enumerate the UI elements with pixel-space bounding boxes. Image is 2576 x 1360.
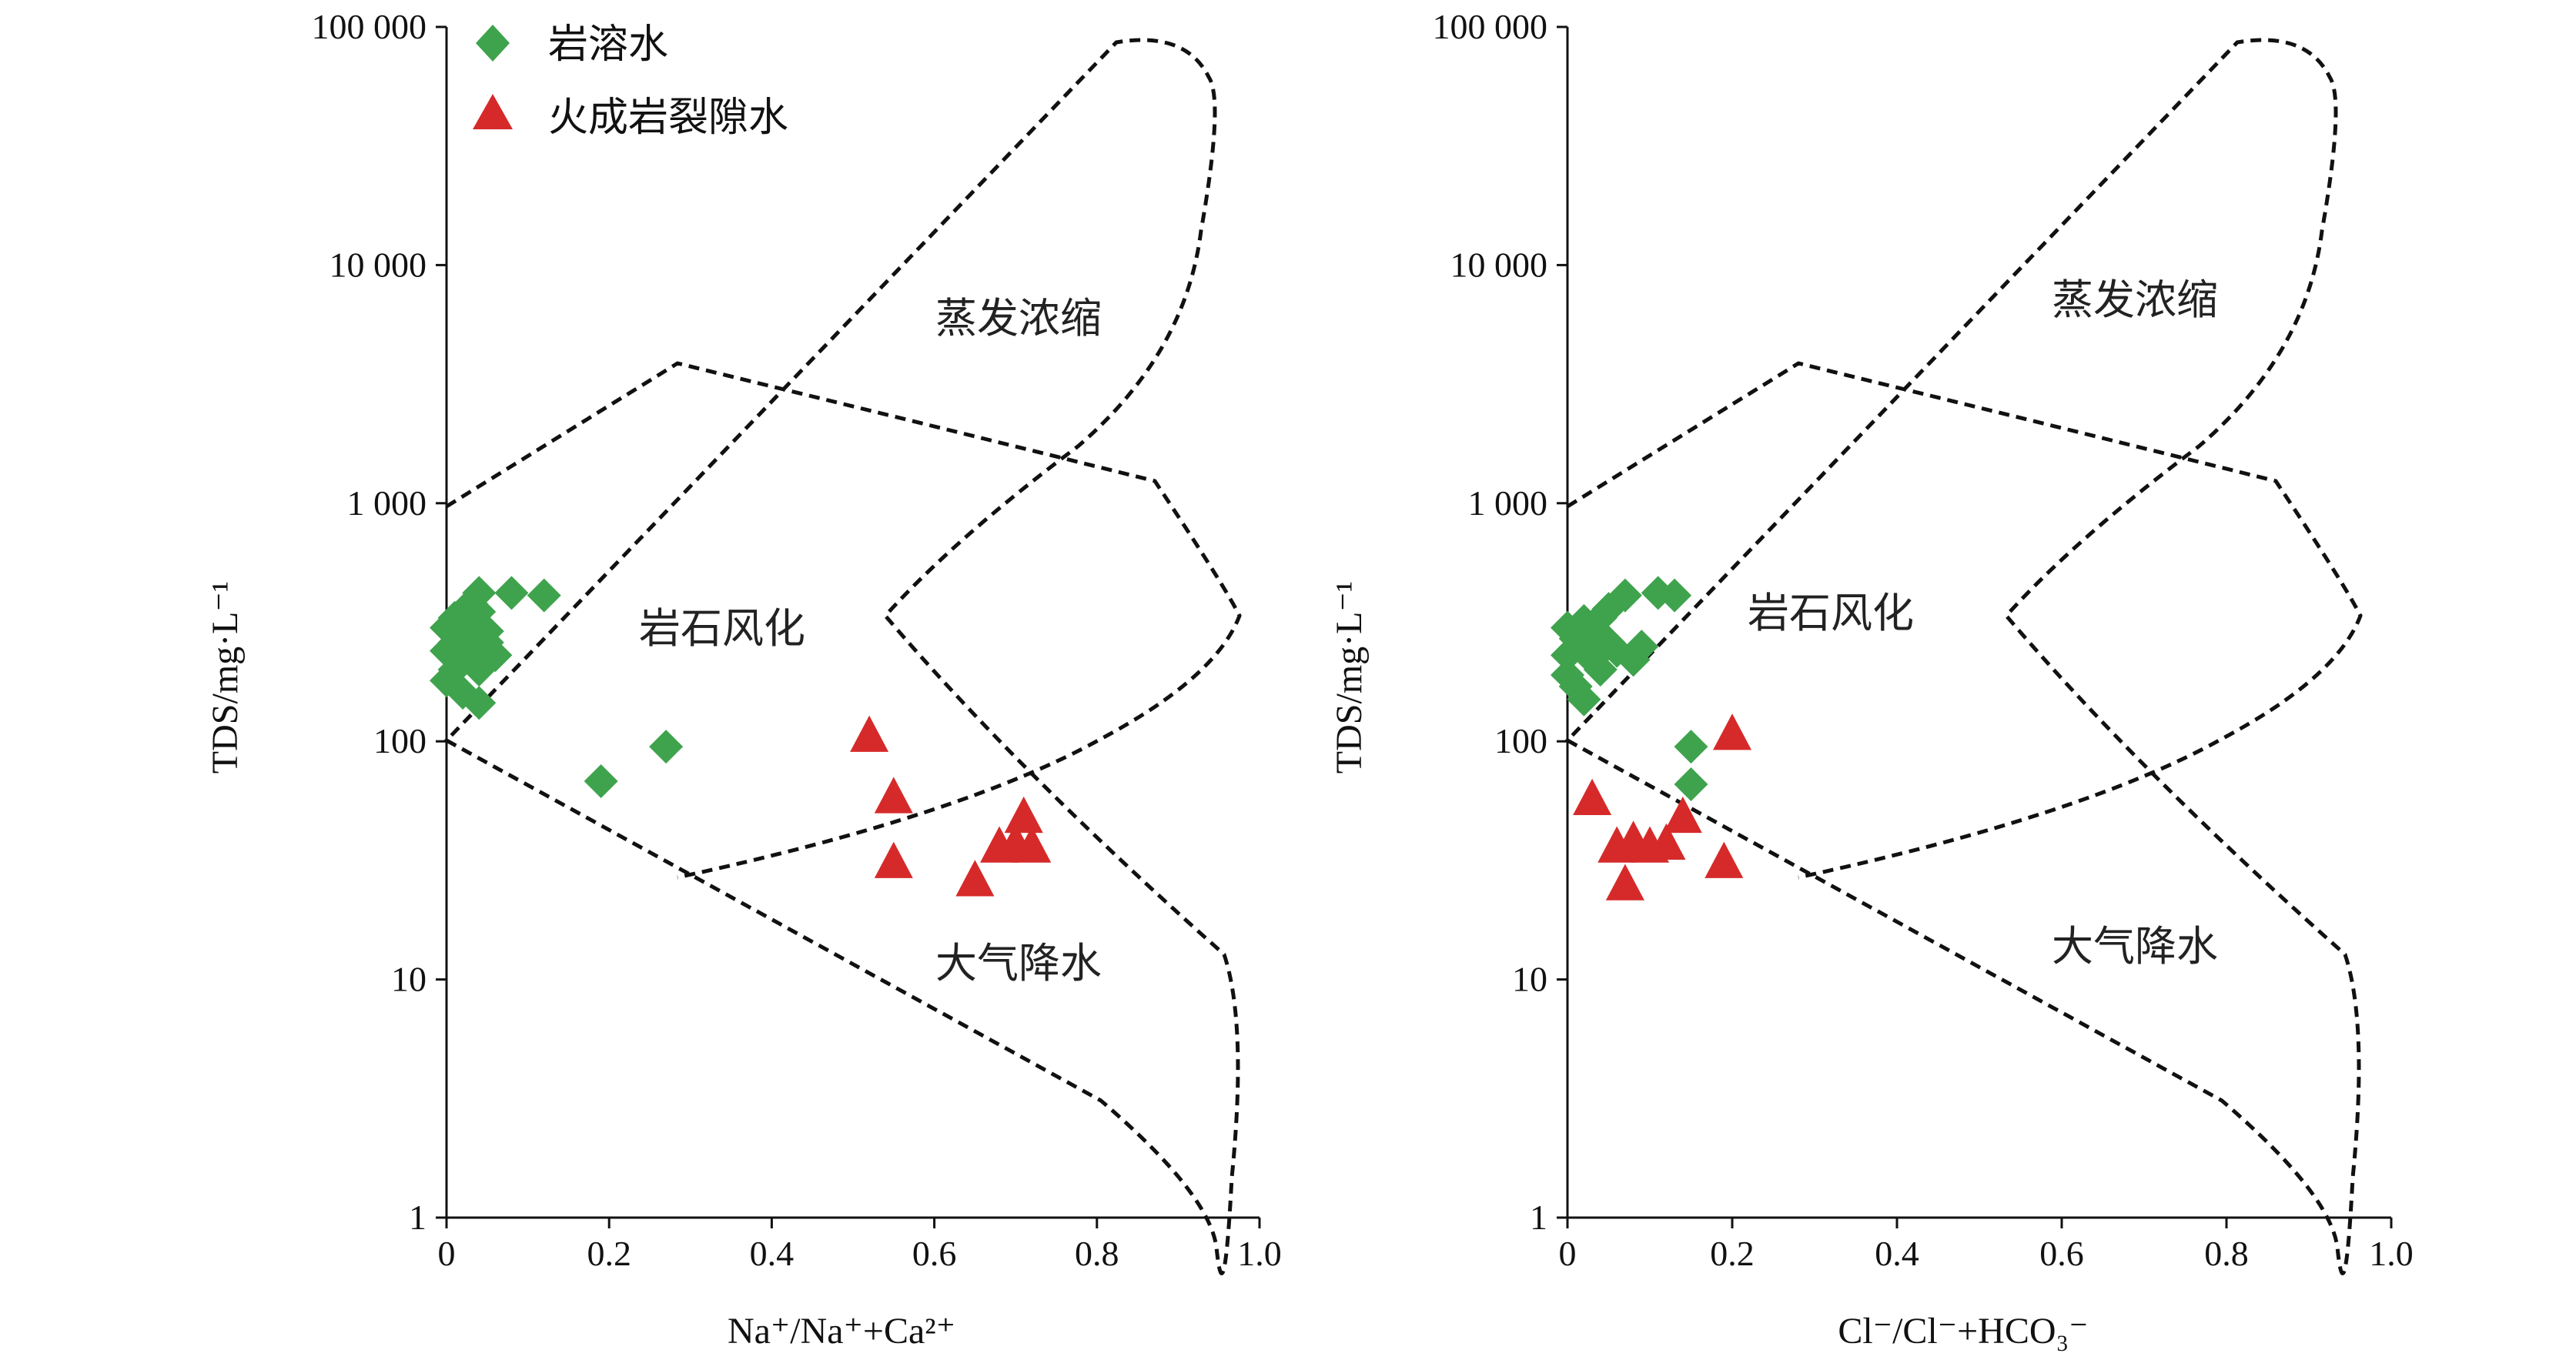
y-tick-label: 1 000 xyxy=(1468,483,1548,523)
y-tick-label: 10 xyxy=(391,960,427,999)
x-tick-label: 0.4 xyxy=(750,1234,795,1273)
data-point-karst-water xyxy=(649,730,684,764)
x-tick-label: 0.6 xyxy=(2039,1234,2084,1273)
data-point-igneous-fissure-water xyxy=(1647,823,1686,860)
y-tick-label: 1 xyxy=(409,1198,427,1237)
data-point-igneous-fissure-water xyxy=(1705,841,1744,878)
data-point-karst-water xyxy=(527,578,561,613)
legend-marker-karst xyxy=(476,25,510,62)
data-points-right xyxy=(1551,576,1751,901)
legend-label-karst: 岩溶水 xyxy=(548,22,668,68)
data-point-igneous-fissure-water xyxy=(874,841,913,878)
region-boundary-left xyxy=(443,38,1242,1275)
data-point-karst-water xyxy=(462,576,497,610)
legend-label-igneous: 火成岩裂隙水 xyxy=(548,95,788,141)
data-point-karst-water xyxy=(478,638,513,673)
data-point-karst-water xyxy=(584,764,618,799)
data-point-igneous-fissure-water xyxy=(874,777,913,814)
y-tick-label: 100 xyxy=(373,721,427,760)
data-point-karst-water xyxy=(1674,767,1708,802)
y-tick-label: 100 000 xyxy=(312,7,427,46)
x-axis-label-left: Na⁺/Na⁺+Ca²⁺ xyxy=(728,1311,955,1352)
y-tick-label: 10 000 xyxy=(1450,245,1548,284)
x-tick-label: 0.6 xyxy=(912,1234,957,1273)
region-label-evaporation-right: 蒸发浓缩 xyxy=(2052,276,2218,324)
axes-right: 1 10 100 1 000 10 000 100 000 0 0.2 0.4 0.6 0.8 1.0 xyxy=(1433,7,2414,1273)
data-point-karst-water xyxy=(1674,730,1708,764)
data-point-igneous-fissure-water xyxy=(1605,864,1644,901)
data-point-igneous-fissure-water xyxy=(1573,778,1612,815)
x-tick-label: 0 xyxy=(438,1234,456,1273)
legend-marker-igneous xyxy=(473,94,513,129)
x-tick-label: 1.0 xyxy=(2369,1234,2414,1273)
y-tick-label: 10 xyxy=(1512,960,1547,999)
data-point-igneous-fissure-water xyxy=(850,715,889,752)
y-axis-label-right: TDS/mg·L⁻¹ xyxy=(1329,581,1370,774)
x-tick-label: 0.8 xyxy=(2204,1234,2249,1273)
region-label-precipitation-right: 大气降水 xyxy=(2052,922,2218,971)
x-tick-label: 0.8 xyxy=(1075,1234,1119,1273)
data-points-left xyxy=(430,576,1052,897)
data-point-igneous-fissure-water xyxy=(955,860,995,897)
data-point-karst-water xyxy=(1567,682,1601,717)
y-tick-label: 10 000 xyxy=(330,245,427,284)
data-point-karst-water xyxy=(1607,578,1642,613)
y-tick-label: 100 xyxy=(1494,721,1547,760)
data-point-karst-water xyxy=(1658,578,1692,613)
region-label-weathering-left: 岩石风化 xyxy=(639,604,805,653)
data-point-igneous-fissure-water xyxy=(1004,796,1043,834)
legend: 岩溶水 火成岩裂隙水 xyxy=(473,22,788,141)
x-tick-label: 1.0 xyxy=(1237,1234,1282,1273)
data-point-karst-water xyxy=(1624,630,1659,664)
x-axis-label-right: Cl⁻/Cl⁻+HCO₃⁻ xyxy=(1838,1311,2088,1352)
y-tick-label: 1 000 xyxy=(347,483,427,523)
y-axis-label-left: TDS/mg·L⁻¹ xyxy=(205,581,246,774)
y-tick-label: 100 000 xyxy=(1433,7,1548,46)
data-point-karst-water xyxy=(462,686,497,720)
axes-left: 1 10 100 1 000 10 000 100 000 0 0.2 0.4 0.6 0.8 1.0 xyxy=(312,7,1282,1273)
x-tick-label: 0.2 xyxy=(587,1234,631,1273)
region-boundary-right xyxy=(1564,38,2363,1275)
chart-panel-left: 1 10 100 1 000 10 000 100 000 0 0.2 0.4 0.6 0.8 1.0… xyxy=(205,7,1282,1352)
data-point-karst-water xyxy=(494,576,529,610)
data-point-igneous-fissure-water xyxy=(1713,713,1751,750)
x-tick-label: 0.2 xyxy=(1710,1234,1755,1273)
x-tick-label: 0 xyxy=(1559,1234,1577,1273)
region-label-precipitation-left: 大气降水 xyxy=(935,939,1102,987)
chart-panel-right: 1 10 100 1 000 10 000 100 000 0 0.2 0.4 0.6 0.8 1.0… xyxy=(1329,7,2414,1352)
region-label-evaporation-left: 蒸发浓缩 xyxy=(935,294,1102,343)
y-tick-label: 1 xyxy=(1530,1198,1547,1237)
data-point-igneous-fissure-water xyxy=(1012,826,1052,863)
data-point-karst-water xyxy=(1583,653,1618,687)
data-point-igneous-fissure-water xyxy=(1663,796,1702,834)
x-tick-label: 0.4 xyxy=(1875,1234,1919,1273)
region-label-weathering-right: 岩石风化 xyxy=(1748,589,1914,637)
